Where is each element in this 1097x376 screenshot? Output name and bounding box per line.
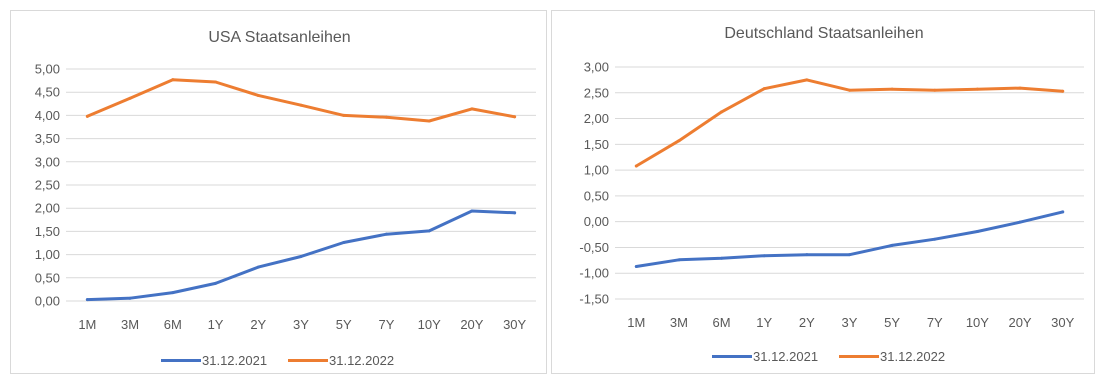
y-tick-label: 0,00: [584, 214, 609, 229]
data-point: [1018, 86, 1022, 90]
data-point: [1061, 210, 1065, 214]
y-tick-label: 4,50: [35, 85, 60, 100]
x-tick-label: 1Y: [756, 315, 772, 330]
data-point: [299, 103, 303, 107]
data-point: [975, 229, 979, 233]
x-tick-label: 1M: [78, 317, 96, 332]
data-point: [805, 78, 809, 82]
data-point: [762, 254, 766, 258]
x-tick-label: 20Y: [1008, 315, 1031, 330]
chart-title: Deutschland Staatsanleihen: [724, 25, 923, 42]
y-tick-label: 2,00: [35, 201, 60, 216]
data-point: [933, 237, 937, 241]
y-tick-label: 1,50: [35, 224, 60, 239]
data-point: [513, 115, 517, 119]
y-tick-label: 2,50: [35, 178, 60, 193]
data-point: [634, 164, 638, 168]
data-point: [384, 232, 388, 236]
data-point: [1018, 220, 1022, 224]
data-point: [171, 78, 175, 82]
y-tick-label: 2,00: [584, 111, 609, 126]
data-point: [256, 265, 260, 269]
data-point: [342, 113, 346, 117]
x-tick-label: 30Y: [503, 317, 526, 332]
x-tick-label: 20Y: [460, 317, 483, 332]
x-tick-label: 6M: [164, 317, 182, 332]
chart-usa-panel: USA Staatsanleihen 0,00 0,50 1,00 1,50 2,00 2,…: [10, 10, 547, 374]
data-point: [470, 209, 474, 213]
data-point: [890, 243, 894, 247]
data-point: [427, 119, 431, 123]
data-point: [513, 211, 517, 215]
data-point: [975, 87, 979, 91]
y-tick-label: 3,50: [35, 131, 60, 146]
data-point: [299, 254, 303, 258]
data-point: [470, 107, 474, 111]
data-point: [171, 291, 175, 295]
series-line-2: [85, 78, 517, 123]
y-tick-label: -1,00: [579, 266, 609, 281]
x-tick-label: 10Y: [966, 315, 989, 330]
data-point: [1061, 89, 1065, 93]
x-tick-label: 2Y: [799, 315, 815, 330]
data-point: [128, 296, 132, 300]
y-tick-label: 3,00: [584, 60, 609, 75]
x-tick-label: 5Y: [336, 317, 352, 332]
y-tick-label: 2,50: [584, 85, 609, 100]
data-point: [720, 110, 724, 114]
legend-label-2: 31.12.2022: [329, 353, 394, 368]
legend-label-2: 31.12.2022: [880, 349, 945, 364]
x-tick-label: 30Y: [1051, 315, 1074, 330]
data-point: [128, 96, 132, 100]
y-tick-label: 4,00: [35, 108, 60, 123]
x-tick-label: 2Y: [250, 317, 266, 332]
data-point: [85, 298, 89, 302]
x-tick-label: 7Y: [927, 315, 943, 330]
x-tick-label: 10Y: [418, 317, 441, 332]
x-tick-label: 3M: [670, 315, 688, 330]
y-tick-label: 1,50: [584, 137, 609, 152]
data-point: [256, 93, 260, 97]
data-point: [805, 253, 809, 257]
x-tick-label: 5Y: [884, 315, 900, 330]
y-tick-label: -1,50: [579, 292, 609, 307]
x-tick-label: 3Y: [293, 317, 309, 332]
data-point: [214, 281, 218, 285]
y-tick-label: 0,50: [35, 270, 60, 285]
data-point: [890, 87, 894, 91]
y-tick-label: -0,50: [579, 240, 609, 255]
y-tick-label: 0,00: [35, 294, 60, 309]
y-tick-label: 1,00: [584, 163, 609, 178]
data-point: [214, 80, 218, 84]
data-point: [720, 256, 724, 260]
legend-label-1: 31.12.2021: [202, 353, 267, 368]
y-tick-label: 5,00: [35, 62, 60, 77]
y-tick-label: 3,00: [35, 154, 60, 169]
x-tick-label: 1Y: [208, 317, 224, 332]
data-point: [427, 229, 431, 233]
x-tick-label: 6M: [713, 315, 731, 330]
data-point: [677, 139, 681, 143]
data-point: [848, 88, 851, 92]
x-tick-label: 7Y: [379, 317, 395, 332]
data-point: [762, 87, 766, 91]
y-tick-label: 1,00: [35, 247, 60, 262]
chart-germany-svg: Deutschland Staatsanleihen -1,50 -1,00 -0,5…: [579, 25, 1084, 364]
x-tick-label: 1M: [627, 315, 645, 330]
series-line-1: [634, 210, 1065, 268]
data-point: [933, 88, 937, 92]
data-point: [342, 241, 346, 245]
data-point: [384, 115, 388, 119]
legend-label-1: 31.12.2021: [753, 349, 818, 364]
y-tick-label: 0,50: [584, 188, 609, 203]
data-point: [677, 258, 681, 262]
data-point: [634, 265, 638, 269]
x-tick-label: 3Y: [842, 315, 858, 330]
chart-germany-panel: Deutschland Staatsanleihen -1,50 -1,00 -0,5…: [551, 10, 1095, 374]
x-tick-label: 3M: [121, 317, 139, 332]
chart-usa-svg: USA Staatsanleihen 0,00 0,50 1,00 1,50 2,00 2,…: [35, 29, 536, 368]
chart-title: USA Staatsanleihen: [208, 29, 350, 46]
data-point: [848, 253, 851, 257]
data-point: [85, 114, 89, 118]
